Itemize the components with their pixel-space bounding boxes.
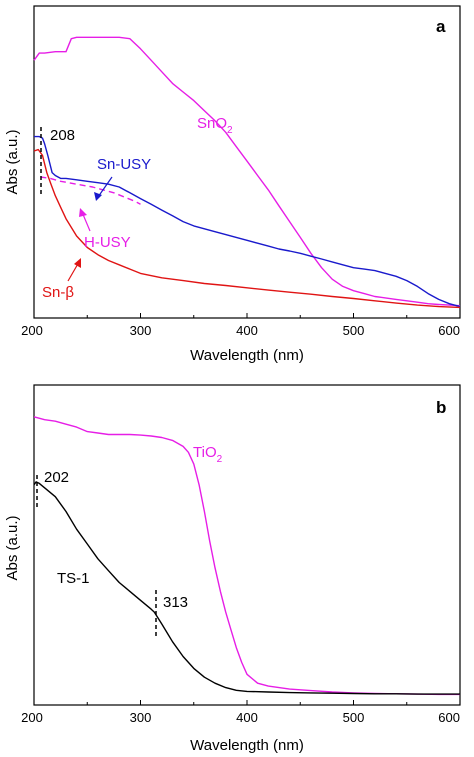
- panel-b: b 200 300 400 500 600 Wavelength (nm) Abs (a…: [4, 384, 461, 754]
- panel-b-x-tick-label: 200: [21, 710, 43, 725]
- panel-a: a 200 300 400 500 600 Wavelength (nm) Abs (a…: [4, 5, 461, 364]
- panel-b-label-ts1: TS-1: [57, 570, 90, 587]
- panel-a-series-sn-usy: [34, 135, 461, 308]
- panel-a-x-tick-label: 600: [438, 323, 460, 338]
- panel-a-label-sn-usy: Sn-USY: [97, 156, 151, 173]
- panel-a-h-usy-arrowhead: [79, 208, 87, 217]
- panel-b-letter: b: [436, 398, 446, 417]
- panel-a-lines: [33, 36, 461, 309]
- panel-b-label-tio2-sub: 2: [217, 454, 223, 465]
- panel-b-x-axis-title: Wavelength (nm): [190, 737, 304, 754]
- panel-a-x-ticks: 200 300 400 500 600: [21, 313, 461, 338]
- panel-a-label-sn-beta: Sn-β: [42, 284, 74, 301]
- panel-b-annotation-202: 202: [44, 469, 69, 486]
- panel-b-y-axis-title: Abs (a.u.): [4, 515, 21, 580]
- panel-a-annotation-208: 208: [50, 127, 75, 144]
- panel-a-label-h-usy: H-USY: [84, 234, 131, 251]
- panel-b-x-tick-label: 400: [236, 710, 258, 725]
- panel-a-x-axis-title: Wavelength (nm): [190, 347, 304, 364]
- panel-b-annotation-313: 313: [163, 594, 188, 611]
- panel-b-x-tick-label: 600: [438, 710, 460, 725]
- panel-a-x-tick-label: 300: [130, 323, 152, 338]
- panel-b-x-ticks: 200 300 400 500 600: [21, 700, 461, 725]
- panel-b-series-ts-1: [33, 481, 460, 695]
- panel-a-series-sno2: [33, 36, 461, 307]
- panel-b-x-tick-label: 500: [343, 710, 365, 725]
- panel-b-label-tio2-main: TiO: [193, 444, 217, 461]
- panel-a-sn-beta-arrowhead: [74, 258, 81, 268]
- panel-a-series-h-usy: [40, 176, 141, 205]
- panel-b-label-tio2: TiO2: [193, 444, 223, 465]
- panel-a-label-sno2-sub: 2: [227, 125, 233, 136]
- panel-a-y-axis-title: Abs (a.u.): [4, 129, 21, 194]
- panel-a-x-tick-label: 200: [21, 323, 43, 338]
- panel-a-sn-usy-arrow-line: [97, 176, 113, 198]
- panel-a-series-sn: [33, 148, 461, 309]
- panel-a-x-tick-label: 500: [343, 323, 365, 338]
- panel-a-letter: a: [436, 17, 446, 36]
- panel-b-x-tick-label: 300: [130, 710, 152, 725]
- panel-a-x-tick-label: 400: [236, 323, 258, 338]
- panel-a-label-sno2: SnO2: [197, 115, 233, 136]
- panel-b-lines: [33, 416, 460, 696]
- panel-b-series-tio2: [33, 416, 460, 696]
- panel-a-label-sno2-main: SnO: [197, 115, 227, 132]
- panel-a-sn-usy-arrowhead: [94, 192, 102, 201]
